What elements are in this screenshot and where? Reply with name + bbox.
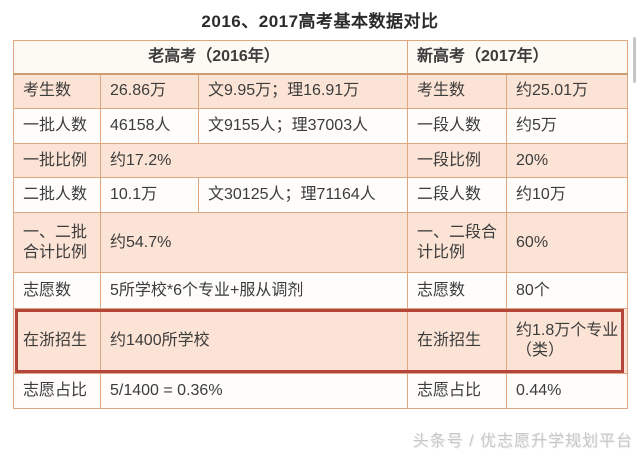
cell-new-label: 志愿数: [407, 272, 508, 309]
table-row: 志愿占比 5/1400 = 0.36% 志愿占比 0.44%: [13, 373, 629, 409]
cell-new-label: 一段人数: [407, 108, 508, 144]
cell-old-label: 一、二批合计比例: [13, 212, 101, 273]
cell-old-value: 10.1万: [100, 177, 199, 213]
cell-old-label: 考生数: [13, 73, 101, 109]
scrollbar-thumb[interactable]: [633, 37, 636, 83]
cell-old-value: 约1400所学校: [99, 308, 409, 374]
cell-new-value: 约5万: [506, 108, 629, 144]
cell-new-label: 在浙招生: [407, 308, 508, 374]
cell-old-value: 46158人: [100, 108, 199, 144]
cell-new-label: 志愿占比: [407, 373, 508, 409]
cell-new-label: 一、二段合计比例: [407, 212, 508, 273]
cell-old-value: 约54.7%: [99, 212, 409, 273]
cell-new-value: 约1.8万个专业（类）: [506, 308, 629, 374]
cell-old-label: 志愿占比: [13, 373, 101, 409]
cell-old-label: 志愿数: [13, 272, 101, 309]
cell-old-value: 5/1400 = 0.36%: [99, 373, 409, 409]
cell-old-detail: 文30125人；理71164人: [197, 177, 409, 213]
table-row: 志愿数 5所学校*6个专业+服从调剂 志愿数 80个: [13, 272, 629, 309]
table-row: 二批人数 10.1万 文30125人；理71164人 二段人数 约10万: [13, 177, 629, 213]
header-row: 老高考（2016年） 新高考（2017年）: [12, 40, 629, 75]
cell-old-label: 一批比例: [13, 143, 101, 178]
cell-old-detail: 文9.95万；理16.91万: [197, 73, 409, 109]
header-new-gaokao: 新高考（2017年）: [407, 40, 629, 75]
cell-old-value: 约17.2%: [99, 143, 409, 178]
cell-old-value: 5所学校*6个专业+服从调剂: [99, 272, 409, 309]
cell-new-value: 60%: [506, 212, 629, 273]
cell-new-value: 80个: [506, 272, 629, 309]
cell-new-value: 20%: [506, 143, 629, 178]
table-row: 一、二批合计比例 约54.7% 一、二段合计比例 60%: [13, 212, 629, 273]
cell-old-label: 二批人数: [13, 177, 101, 213]
cell-old-detail: 文9155人；理37003人: [197, 108, 409, 144]
table-row: 一批人数 46158人 文9155人；理37003人 一段人数 约5万: [13, 108, 629, 144]
cell-new-value: 约25.01万: [506, 73, 629, 109]
header-old-gaokao: 老高考（2016年）: [12, 40, 409, 75]
cell-new-value: 0.44%: [506, 373, 629, 409]
cell-old-value: 26.86万: [100, 73, 199, 109]
cell-new-label: 一段比例: [407, 143, 508, 178]
table-row-highlighted: 在浙招生 约1400所学校 在浙招生 约1.8万个专业（类）: [13, 308, 629, 374]
cell-old-label: 在浙招生: [13, 308, 101, 374]
table-row: 考生数 26.86万 文9.95万；理16.91万 考生数 约25.01万: [13, 73, 629, 109]
watermark: 头条号 / 优志愿升学规划平台: [412, 433, 633, 450]
cell-old-label: 一批人数: [13, 108, 101, 144]
comparison-table: 老高考（2016年） 新高考（2017年） 考生数 26.86万 文9.95万；…: [12, 40, 629, 409]
cell-new-label: 考生数: [407, 73, 508, 109]
table-row: 一批比例 约17.2% 一段比例 20%: [13, 143, 629, 178]
cell-new-value: 约10万: [506, 177, 629, 213]
page-title: 2016、2017高考基本数据对比: [201, 12, 439, 31]
cell-new-label: 二段人数: [407, 177, 508, 213]
